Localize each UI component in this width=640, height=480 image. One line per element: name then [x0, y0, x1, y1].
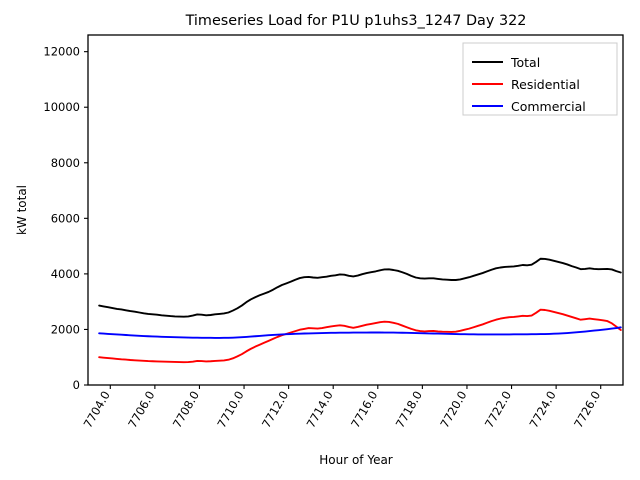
- series-line-commercial: [98, 326, 622, 339]
- legend-label-commercial: Commercial: [511, 99, 586, 114]
- chart-title: Timeseries Load for P1U p1uhs3_1247 Day …: [185, 13, 527, 29]
- x-tick-label: 7710.0: [214, 389, 246, 431]
- x-tick-label: 7724.0: [526, 389, 558, 431]
- y-axis-label: kW total: [15, 185, 29, 235]
- y-tick-label: 6000: [51, 211, 80, 225]
- series-line-residential: [98, 308, 622, 364]
- y-tick-label: 8000: [51, 156, 80, 170]
- y-tick-label: 2000: [51, 322, 80, 336]
- x-axis-ticks: 7704.0 7706.0 7708.0 7710.0 7712.0 7714.0 7716…: [81, 385, 603, 431]
- x-tick-label: 7704.0: [81, 389, 113, 431]
- legend-label-total: Total: [510, 55, 540, 70]
- x-tick-label: 7708.0: [170, 389, 202, 431]
- x-tick-label: 7720.0: [437, 389, 469, 431]
- x-tick-label: 7714.0: [304, 389, 336, 431]
- series-lines: [98, 257, 622, 364]
- legend-background: [462, 42, 618, 116]
- x-tick-label: 7718.0: [393, 389, 425, 431]
- x-tick-label: 7716.0: [348, 389, 380, 431]
- axes-frame: [87, 34, 624, 386]
- y-tick-label: 0: [73, 378, 80, 392]
- series-line-total: [98, 257, 622, 318]
- x-tick-label: 7706.0: [125, 389, 157, 431]
- y-tick-label: 12000: [43, 45, 80, 59]
- x-tick-label: 7722.0: [482, 388, 514, 430]
- y-axis-ticks: 0 2000 4000 6000 8000 10000 12000: [43, 45, 88, 392]
- x-tick-label: 7712.0: [259, 389, 291, 431]
- legend-label-residential: Residential: [511, 77, 580, 92]
- x-axis-label: Hour of Year: [319, 453, 393, 467]
- y-tick-label: 10000: [43, 100, 80, 114]
- chart-legend: Total Residential Commercial: [462, 42, 618, 116]
- x-tick-label: 7726.0: [571, 389, 603, 431]
- y-tick-label: 4000: [51, 267, 80, 281]
